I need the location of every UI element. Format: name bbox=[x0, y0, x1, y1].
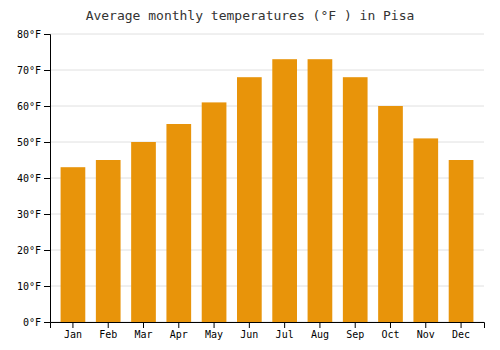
y-axis: 0°F 10°F 20°F 30°F 40°F 50°F 60°F 70°F 80°F bbox=[17, 29, 51, 328]
x-tick-mark bbox=[108, 322, 109, 328]
axis-line bbox=[51, 323, 485, 329]
x-tick: Mar bbox=[134, 322, 152, 340]
y-tick: 80°F bbox=[17, 29, 50, 40]
bar bbox=[413, 138, 438, 322]
bar bbox=[131, 142, 156, 322]
x-tick-label: May bbox=[205, 329, 223, 340]
y-tick-label: 60°F bbox=[17, 101, 41, 112]
chart: Average monthly temperatures (°F ) in Pi… bbox=[0, 0, 500, 350]
x-tick-label: Feb bbox=[99, 329, 117, 340]
grid bbox=[50, 34, 484, 322]
x-tick-mark bbox=[249, 322, 250, 328]
x-tick-mark bbox=[143, 322, 144, 328]
y-tick-label: 30°F bbox=[17, 209, 41, 220]
grid-line bbox=[50, 70, 484, 71]
y-tick-mark bbox=[44, 142, 50, 143]
axis-line bbox=[44, 35, 51, 323]
y-tick: 60°F bbox=[17, 101, 50, 112]
y-tick: 40°F bbox=[17, 173, 50, 184]
y-tick-label: 0°F bbox=[23, 317, 41, 328]
bar bbox=[61, 167, 86, 322]
plot: Jan Feb Mar Apr May Jun Jul Aug Sep Oct Nov Dec 0°F 1… bbox=[17, 29, 485, 340]
x-tick-mark bbox=[178, 322, 179, 328]
x-tick-label: Aug bbox=[311, 329, 329, 340]
x-tick: Sep bbox=[346, 322, 364, 340]
y-tick-mark bbox=[44, 106, 50, 107]
y-tick-label: 10°F bbox=[17, 281, 41, 292]
y-tick-mark bbox=[44, 34, 50, 35]
bar bbox=[449, 160, 474, 322]
y-tick: 30°F bbox=[17, 209, 50, 220]
x-tick-mark bbox=[319, 322, 320, 328]
y-tick-mark bbox=[44, 214, 50, 215]
x-tick: Aug bbox=[311, 322, 329, 340]
y-tick: 10°F bbox=[17, 281, 50, 292]
bar bbox=[272, 59, 297, 322]
y-tick-label: 80°F bbox=[17, 29, 41, 40]
x-tick: Apr bbox=[170, 322, 188, 340]
x-tick-mark bbox=[72, 322, 73, 328]
y-tick-label: 50°F bbox=[17, 137, 41, 148]
x-tick: Jun bbox=[240, 322, 258, 340]
x-tick-label: Jun bbox=[240, 329, 258, 340]
y-tick: 20°F bbox=[17, 245, 50, 256]
x-tick: Nov bbox=[417, 322, 435, 340]
bar bbox=[378, 106, 403, 322]
x-tick-label: Nov bbox=[417, 329, 435, 340]
x-tick: Jan bbox=[64, 322, 82, 340]
x-tick-mark bbox=[390, 322, 391, 328]
x-tick-mark bbox=[461, 322, 462, 328]
x-tick: Dec bbox=[452, 322, 470, 340]
y-tick: 0°F bbox=[23, 317, 50, 328]
x-tick: May bbox=[205, 322, 223, 340]
x-tick: Feb bbox=[99, 322, 117, 340]
x-tick: Jul bbox=[276, 322, 294, 340]
grid-line bbox=[50, 106, 484, 107]
bar bbox=[343, 77, 368, 322]
bar bbox=[166, 124, 191, 322]
x-tick-label: Dec bbox=[452, 329, 470, 340]
x-tick-mark bbox=[284, 322, 285, 328]
x-axis: Jan Feb Mar Apr May Jun Jul Aug Sep Oct Nov Dec bbox=[51, 322, 485, 340]
y-tick-mark bbox=[44, 70, 50, 71]
x-tick-label: Mar bbox=[134, 329, 152, 340]
x-tick-label: Jan bbox=[64, 329, 82, 340]
x-tick-label: Sep bbox=[346, 329, 364, 340]
grid-line bbox=[50, 34, 484, 35]
bars bbox=[61, 59, 474, 322]
y-tick-label: 70°F bbox=[17, 65, 41, 76]
bar bbox=[237, 77, 262, 322]
x-tick-label: Jul bbox=[276, 329, 294, 340]
bar bbox=[96, 160, 121, 322]
x-tick: Oct bbox=[381, 322, 399, 340]
bar bbox=[202, 102, 227, 322]
title: Average monthly temperatures (°F ) in Pi… bbox=[86, 8, 415, 23]
x-tick-label: Oct bbox=[381, 329, 399, 340]
y-tick: 50°F bbox=[17, 137, 50, 148]
x-tick-mark bbox=[214, 322, 215, 328]
y-tick-label: 40°F bbox=[17, 173, 41, 184]
y-tick-label: 20°F bbox=[17, 245, 41, 256]
y-tick-mark bbox=[44, 178, 50, 179]
x-tick-mark bbox=[355, 322, 356, 328]
bar bbox=[308, 59, 333, 322]
y-tick-mark bbox=[44, 286, 50, 287]
y-tick-mark bbox=[44, 250, 50, 251]
y-tick-mark bbox=[44, 322, 50, 323]
y-tick: 70°F bbox=[17, 65, 50, 76]
x-tick-label: Apr bbox=[170, 329, 188, 340]
x-tick-mark bbox=[425, 322, 426, 328]
